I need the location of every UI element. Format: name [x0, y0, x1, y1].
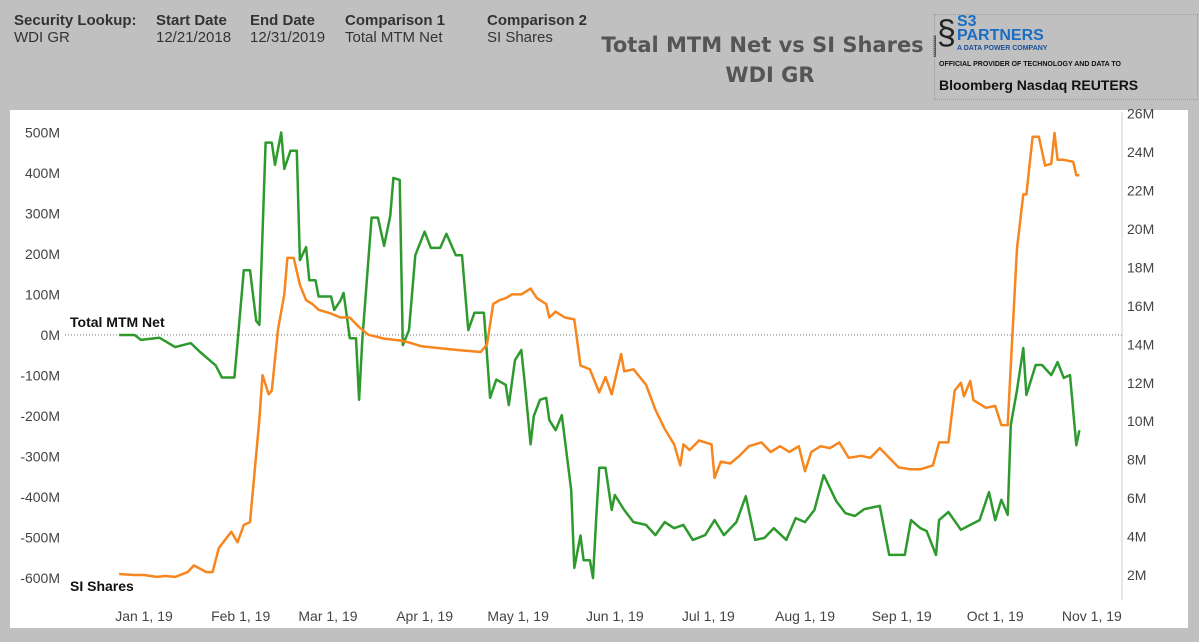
left-axis-tick: 0M: [41, 327, 60, 343]
right-axis-tick: 2M: [1127, 567, 1146, 583]
left-axis-tick: 400M: [25, 165, 60, 181]
left-axis-tick: -100M: [20, 368, 60, 384]
right-axis-tick: 14M: [1127, 336, 1154, 352]
right-axis-tick: 26M: [1127, 106, 1154, 122]
left-axis-tick: -300M: [20, 449, 60, 465]
s3-mark-icon: §: [937, 14, 956, 52]
x-axis-tick: Jul 1, 19: [682, 608, 735, 624]
left-axis-tick: 100M: [25, 287, 60, 303]
s3-partners-logo: § S3 PARTNERS A DATA POWER COMPANY OFFICI…: [934, 14, 1198, 100]
x-axis-tick: Feb 1, 19: [211, 608, 270, 624]
left-axis-tick: -400M: [20, 489, 60, 505]
security-value: WDI GR: [14, 29, 70, 46]
security-lookup[interactable]: Security Lookup: WDI GR: [14, 12, 137, 46]
right-axis-tick: 18M: [1127, 259, 1154, 275]
title-line-1: Total MTM Net vs SI Shares |: [601, 33, 939, 57]
x-axis-tick: Jan 1, 19: [115, 608, 173, 624]
left-axis-tick: -600M: [20, 570, 60, 586]
right-axis-tick: 6M: [1127, 490, 1146, 506]
series-label-mtm: Total MTM Net: [70, 314, 165, 330]
comparison-1-value: Total MTM Net: [345, 29, 443, 46]
x-axis-tick: Jun 1, 19: [586, 608, 644, 624]
left-axis-tick: 500M: [25, 125, 60, 141]
comparison-2-label: Comparison 2: [487, 12, 588, 29]
title-line-2: WDI GR: [725, 63, 815, 87]
chart-title: Total MTM Net vs SI Shares | WDI GR: [600, 30, 940, 90]
right-axis-tick: 16M: [1127, 298, 1154, 314]
right-axis-tick: 4M: [1127, 529, 1146, 545]
comparison-1-label: Comparison 1: [345, 12, 446, 29]
left-axis-tick: -500M: [20, 530, 60, 546]
series-label-si: SI Shares: [70, 578, 134, 594]
x-axis-tick: Mar 1, 19: [298, 608, 357, 624]
comparison-2[interactable]: Comparison 2 SI Shares: [487, 12, 587, 46]
chart-panel: [10, 110, 1188, 628]
comparison-2-value: SI Shares: [487, 29, 553, 46]
x-axis-tick: May 1, 19: [487, 608, 549, 624]
left-axis-tick: 200M: [25, 246, 60, 262]
start-date-label: Start Date: [156, 12, 227, 29]
right-axis-tick: 12M: [1127, 375, 1154, 391]
logo-tagline: A DATA POWER COMPANY: [957, 45, 1048, 52]
x-axis-tick: Nov 1, 19: [1062, 608, 1122, 624]
right-axis-tick: 24M: [1127, 144, 1154, 160]
x-axis-tick: Sep 1, 19: [872, 608, 932, 624]
right-axis-tick: 10M: [1127, 413, 1154, 429]
series-line-si-shares: [119, 131, 1080, 579]
security-label: Security Lookup:: [14, 12, 137, 29]
x-axis-tick: Oct 1, 19: [967, 608, 1024, 624]
left-axis-tick: 300M: [25, 206, 60, 222]
right-axis-tick: 20M: [1127, 221, 1154, 237]
logo-text: S3 PARTNERS: [957, 13, 1044, 44]
right-axis-tick: 8M: [1127, 452, 1146, 468]
end-date[interactable]: End Date 12/31/2019: [250, 12, 325, 46]
right-axis-tick: 22M: [1127, 183, 1154, 199]
logo-official: OFFICIAL PROVIDER OF TECHNOLOGY AND DATA…: [939, 61, 1122, 68]
start-date[interactable]: Start Date 12/21/2018: [156, 12, 231, 46]
comparison-1[interactable]: Comparison 1 Total MTM Net: [345, 12, 445, 46]
series-line-total-mtm-net: [119, 131, 1081, 580]
x-axis-tick: Apr 1, 19: [396, 608, 453, 624]
start-date-value: 12/21/2018: [156, 29, 232, 46]
x-axis-tick: Aug 1, 19: [775, 608, 835, 624]
left-axis-tick: -200M: [20, 408, 60, 424]
end-date-label: End Date: [250, 12, 316, 29]
end-date-value: 12/31/2019: [250, 29, 326, 46]
logo-brands: Bloomberg Nasdaq REUTERS: [939, 77, 1139, 93]
